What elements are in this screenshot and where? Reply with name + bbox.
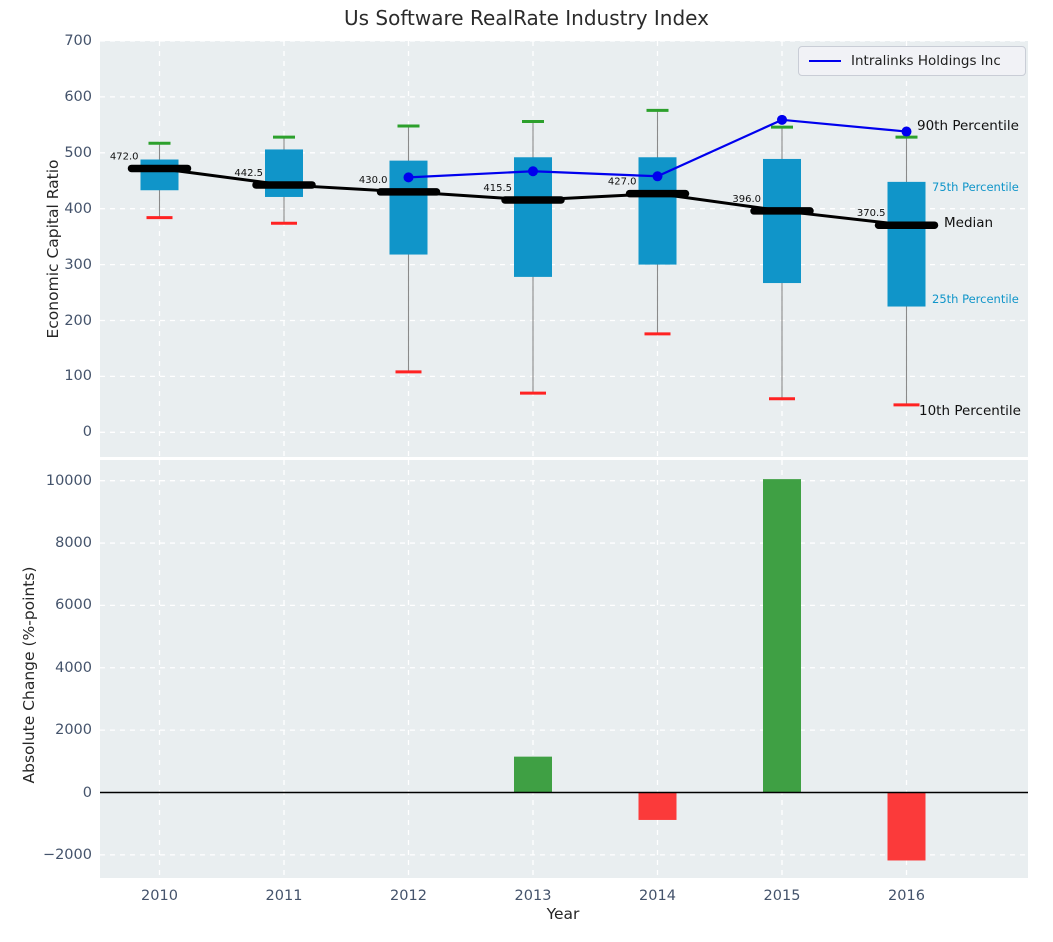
y-tick-label: 100 <box>0 366 92 386</box>
y-tick-label: 600 <box>0 87 92 107</box>
legend-line-sample-icon <box>809 60 841 62</box>
y-tick-label: 2000 <box>0 720 92 740</box>
annotation-90th-percentile: 90th Percentile <box>917 118 1019 134</box>
median-value-label: 430.0 <box>359 175 388 186</box>
bar-negative <box>888 793 926 861</box>
annotation-25th-percentile: 25th Percentile <box>932 292 1019 306</box>
y-tick-label: 0 <box>0 422 92 442</box>
bar-positive <box>763 479 801 792</box>
annotation-75th-percentile: 75th Percentile <box>932 180 1019 194</box>
legend-label: Intralinks Holdings Inc <box>851 53 1001 69</box>
median-value-label: 370.5 <box>857 208 886 219</box>
company-point <box>777 115 787 125</box>
y-tick-label: 8000 <box>0 533 92 553</box>
iqr-box <box>763 159 801 283</box>
median-value-label: 472.0 <box>110 151 139 162</box>
chart-figure: Us Software RealRate Industry Index Econ… <box>0 0 1053 942</box>
y-tick-label: 400 <box>0 199 92 219</box>
chart-title: Us Software RealRate Industry Index <box>0 6 1053 30</box>
company-point <box>902 127 912 137</box>
y-tick-label: 700 <box>0 31 92 51</box>
median-value-label: 442.5 <box>234 168 263 179</box>
x-tick-label: 2011 <box>244 886 324 906</box>
x-tick-label: 2012 <box>369 886 449 906</box>
bar-positive <box>514 757 552 793</box>
x-tick-label: 2014 <box>618 886 698 906</box>
company-point <box>528 166 538 176</box>
y-tick-label: −2000 <box>0 845 92 865</box>
legend: Intralinks Holdings Inc <box>798 46 1026 76</box>
median-value-label: 396.0 <box>732 194 761 205</box>
company-point <box>653 171 663 181</box>
boxplot-canvas: 472.0 442.5 430.0 415.5 427.0 396.0 370.5 <box>100 41 1028 457</box>
bar-negative <box>639 793 677 820</box>
y-tick-label: 4000 <box>0 658 92 678</box>
x-tick-label: 2015 <box>742 886 822 906</box>
x-tick-label: 2016 <box>867 886 947 906</box>
boxplot-axes: 472.0 442.5 430.0 415.5 427.0 396.0 370.5 <box>100 41 1028 457</box>
bar-axes <box>100 460 1028 878</box>
iqr-box <box>888 182 926 307</box>
y-tick-label: 200 <box>0 311 92 331</box>
x-axis-label: Year <box>513 905 613 923</box>
bar-canvas <box>100 460 1028 878</box>
x-tick-label: 2010 <box>120 886 200 906</box>
iqr-box <box>265 149 303 197</box>
y-tick-label: 500 <box>0 143 92 163</box>
annotation-median: Median <box>944 215 993 231</box>
y-tick-label: 6000 <box>0 595 92 615</box>
y-tick-label: 10000 <box>0 471 92 491</box>
median-value-label: 427.0 <box>608 177 637 188</box>
company-point <box>404 172 414 182</box>
y-tick-label: 0 <box>0 783 92 803</box>
y-tick-label: 300 <box>0 255 92 275</box>
iqr-box <box>141 160 179 191</box>
median-value-label: 415.5 <box>483 183 512 194</box>
x-tick-label: 2013 <box>493 886 573 906</box>
annotation-10th-percentile: 10th Percentile <box>919 403 1021 419</box>
